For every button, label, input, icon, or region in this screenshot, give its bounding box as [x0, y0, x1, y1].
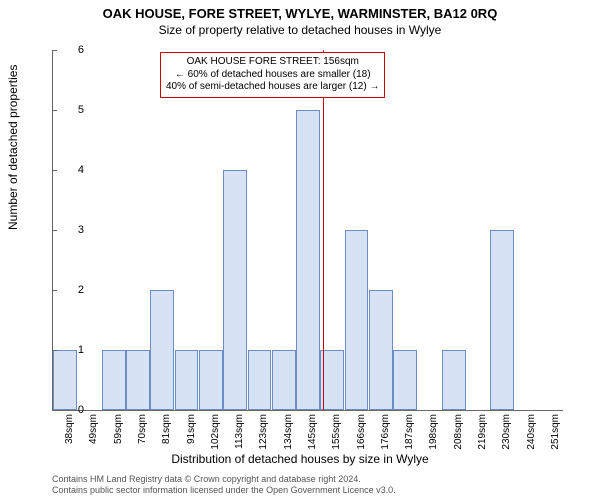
annotation-line2: ← 60% of detached houses are smaller (18… — [166, 69, 379, 82]
y-tick-label: 5 — [54, 104, 84, 116]
x-tick-label: 134sqm — [283, 414, 294, 454]
x-tick-label: 251sqm — [550, 414, 561, 454]
bar — [296, 110, 320, 410]
y-tick-label: 6 — [54, 44, 84, 56]
bar — [320, 350, 344, 410]
plot-area — [52, 50, 563, 411]
attribution-text: Contains HM Land Registry data © Crown c… — [52, 474, 396, 497]
reference-line — [323, 50, 324, 410]
x-tick-label: 176sqm — [380, 414, 391, 454]
bar — [393, 350, 417, 410]
x-tick-label: 187sqm — [404, 414, 415, 454]
x-tick-label: 123sqm — [258, 414, 269, 454]
title-main: OAK HOUSE, FORE STREET, WYLYE, WARMINSTE… — [0, 0, 600, 21]
y-tick-mark — [52, 410, 57, 411]
x-tick-label: 219sqm — [477, 414, 488, 454]
bar — [150, 290, 174, 410]
bar — [490, 230, 514, 410]
y-tick-label: 2 — [54, 284, 84, 296]
bar — [345, 230, 369, 410]
bar — [369, 290, 393, 410]
x-tick-label: 38sqm — [64, 414, 75, 454]
y-tick-mark — [52, 230, 57, 231]
y-tick-label: 4 — [54, 164, 84, 176]
x-tick-label: 155sqm — [331, 414, 342, 454]
bar — [199, 350, 223, 410]
x-axis-label: Distribution of detached houses by size … — [0, 452, 600, 466]
attribution-line2: Contains public sector information licen… — [52, 485, 396, 496]
x-tick-label: 240sqm — [526, 414, 537, 454]
bar — [272, 350, 296, 410]
title-sub: Size of property relative to detached ho… — [0, 23, 600, 37]
bar — [223, 170, 247, 410]
y-axis-label: Number of detached properties — [6, 65, 20, 230]
bar — [175, 350, 199, 410]
y-tick-mark — [52, 350, 57, 351]
x-tick-label: 198sqm — [428, 414, 439, 454]
y-tick-label: 3 — [54, 224, 84, 236]
x-tick-label: 102sqm — [210, 414, 221, 454]
x-tick-label: 113sqm — [234, 414, 245, 454]
x-tick-label: 81sqm — [161, 414, 172, 454]
x-tick-label: 70sqm — [137, 414, 148, 454]
x-tick-label: 208sqm — [453, 414, 464, 454]
bar — [248, 350, 272, 410]
x-tick-label: 230sqm — [501, 414, 512, 454]
y-tick-label: 1 — [54, 344, 84, 356]
y-tick-mark — [52, 170, 57, 171]
bar — [53, 350, 77, 410]
x-tick-label: 91sqm — [186, 414, 197, 454]
x-tick-label: 49sqm — [88, 414, 99, 454]
bar — [102, 350, 126, 410]
y-tick-mark — [52, 290, 57, 291]
x-tick-label: 166sqm — [356, 414, 367, 454]
annotation-line3: 40% of semi-detached houses are larger (… — [166, 81, 379, 94]
annotation-line1: OAK HOUSE FORE STREET: 156sqm — [166, 56, 379, 69]
bar — [126, 350, 150, 410]
x-tick-label: 145sqm — [307, 414, 318, 454]
chart-container: OAK HOUSE, FORE STREET, WYLYE, WARMINSTE… — [0, 0, 600, 500]
y-tick-mark — [52, 110, 57, 111]
y-tick-mark — [52, 50, 57, 51]
x-tick-label: 59sqm — [113, 414, 124, 454]
bar — [442, 350, 466, 410]
annotation-box: OAK HOUSE FORE STREET: 156sqm← 60% of de… — [160, 52, 385, 98]
attribution-line1: Contains HM Land Registry data © Crown c… — [52, 474, 396, 485]
